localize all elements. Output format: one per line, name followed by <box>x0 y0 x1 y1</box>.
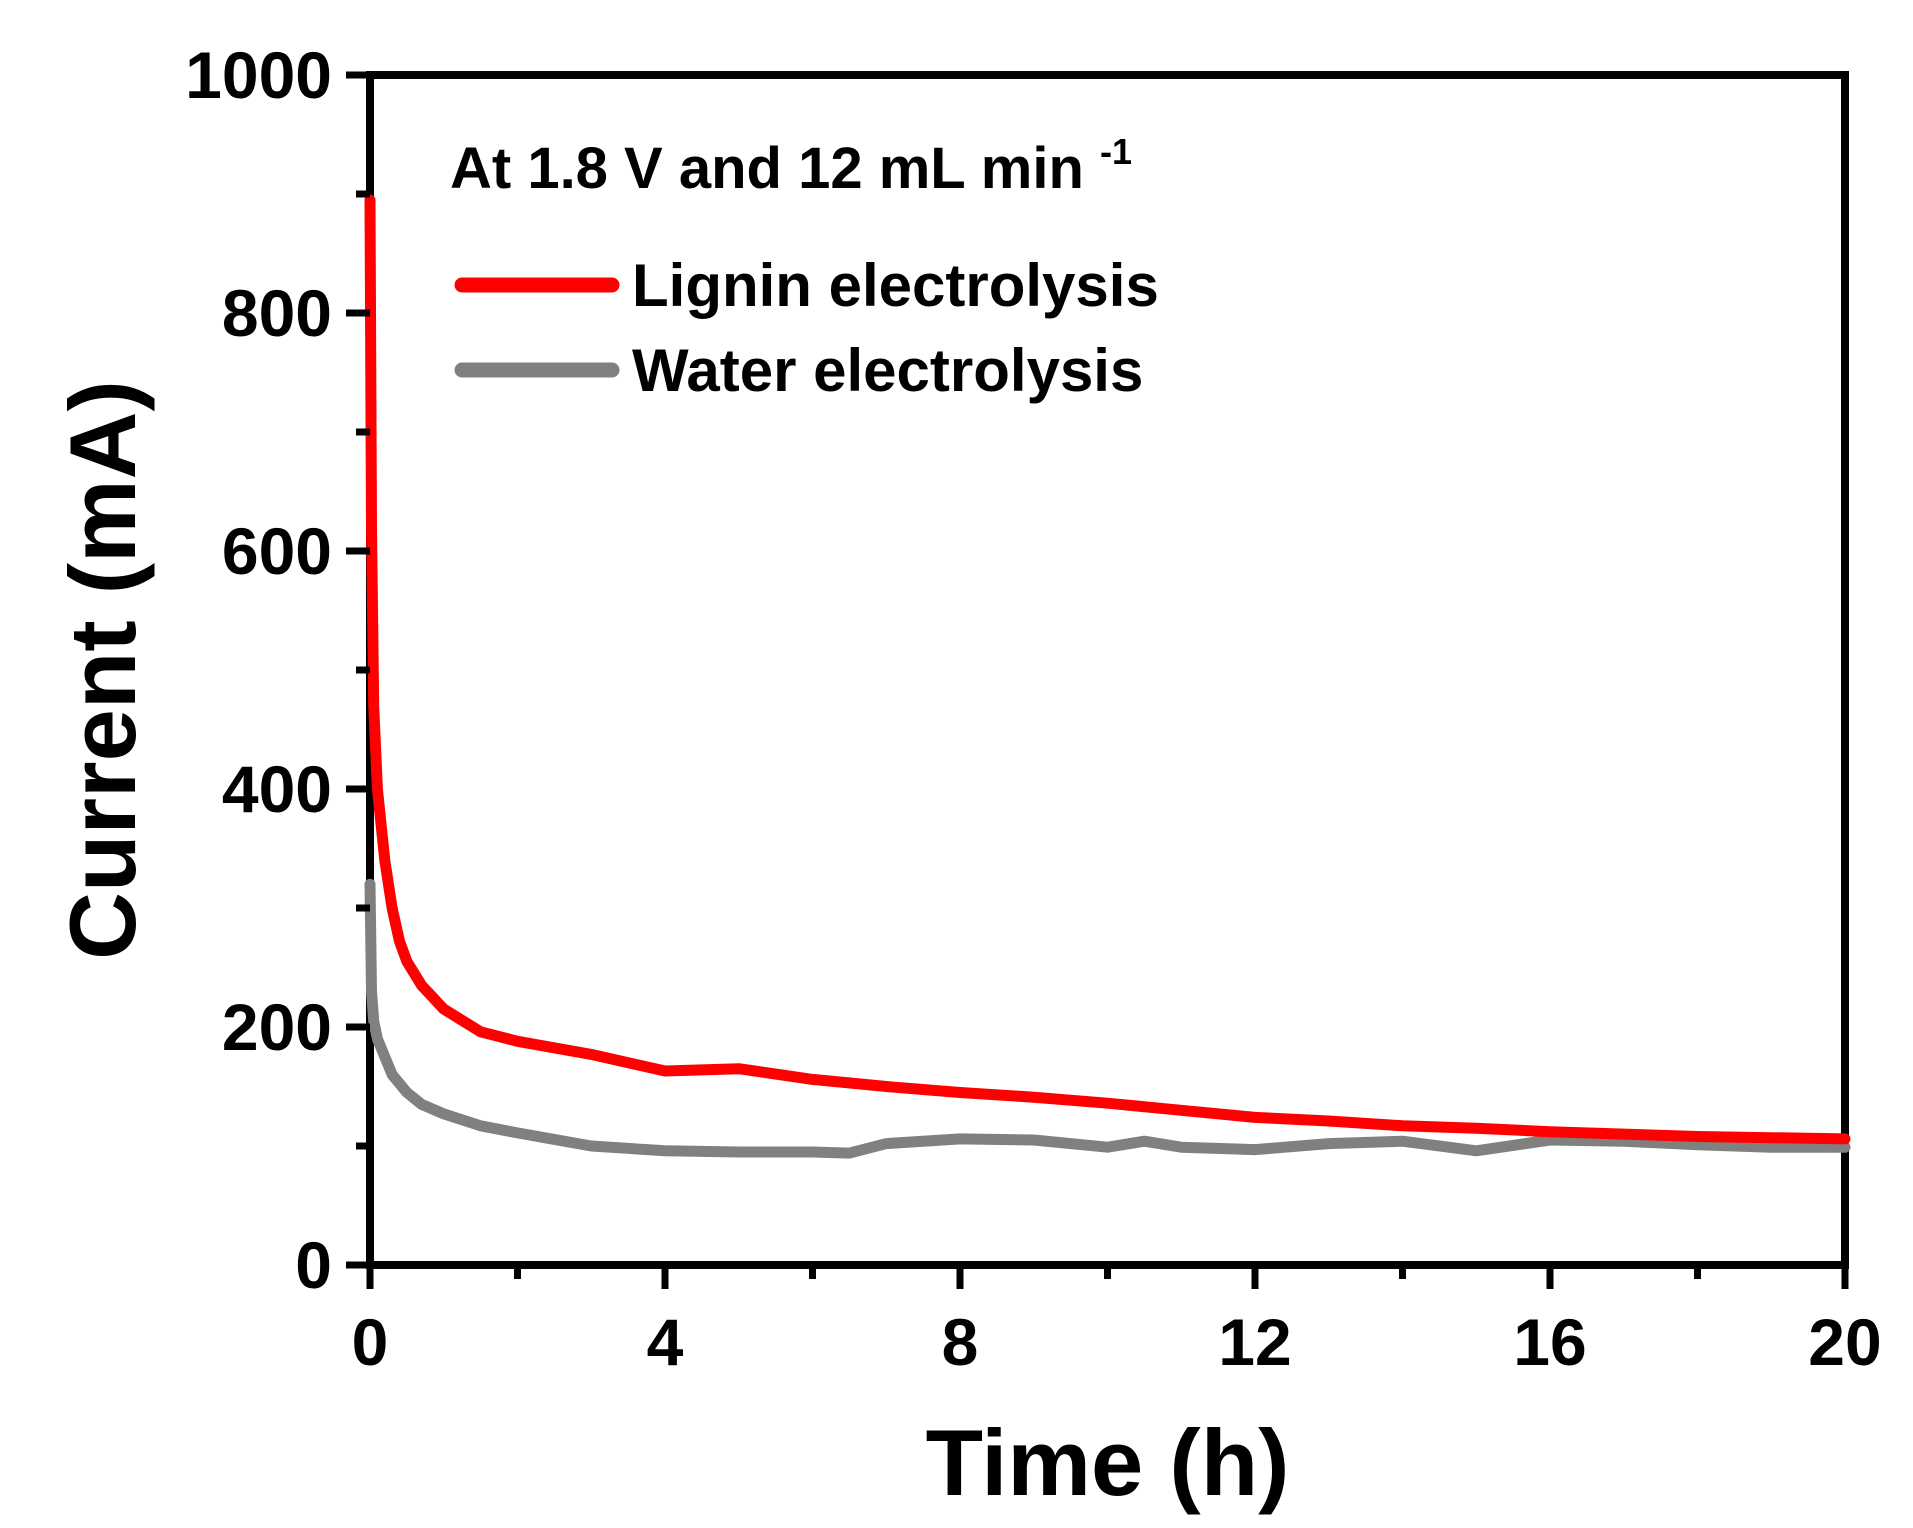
condition-annotation: At 1.8 V and 12 mL min -1 <box>450 131 1132 201</box>
y-tick-label: 400 <box>222 752 332 826</box>
y-tick-label: 1000 <box>185 38 332 112</box>
series-line-water-electrolysis <box>364 878 1851 1159</box>
x-axis-title: Time (h) <box>926 1410 1290 1515</box>
x-tick-label: 16 <box>1513 1305 1586 1379</box>
x-tick-label: 12 <box>1218 1305 1291 1379</box>
series-line-lignin-electrolysis <box>364 194 1851 1145</box>
y-tick-label: 600 <box>222 514 332 588</box>
legend-label: Water electrolysis <box>632 337 1143 404</box>
x-tick-label: 8 <box>942 1305 979 1379</box>
y-tick-label: 0 <box>295 1228 332 1302</box>
x-tick-label: 20 <box>1808 1305 1881 1379</box>
annotation-superscript: -1 <box>1100 131 1132 172</box>
ticks-layer <box>346 71 1849 1289</box>
y-tick-label: 200 <box>222 990 332 1064</box>
series-layer <box>364 194 1851 1159</box>
legend-label: Lignin electrolysis <box>632 252 1159 319</box>
x-tick-label: 0 <box>352 1305 389 1379</box>
legend: Lignin electrolysis Water electrolysis <box>454 252 1159 404</box>
y-tick-label: 800 <box>222 276 332 350</box>
x-tick-label: 4 <box>647 1305 684 1379</box>
y-axis-title: Current (mA) <box>50 380 155 960</box>
annotation-main-text: At 1.8 V and 12 mL min <box>450 136 1084 201</box>
